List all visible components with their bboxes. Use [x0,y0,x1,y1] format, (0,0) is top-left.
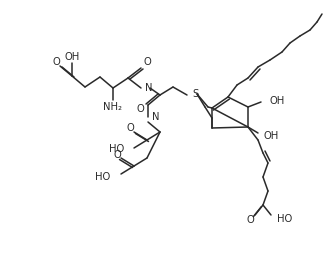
Text: O: O [52,57,60,67]
Text: O: O [126,123,134,133]
Text: N: N [145,83,152,93]
Text: HO: HO [109,144,124,154]
Text: O: O [143,57,151,67]
Text: NH₂: NH₂ [104,102,123,112]
Text: OH: OH [270,96,285,106]
Text: O: O [136,104,144,114]
Text: HO: HO [95,172,110,182]
Text: N: N [152,112,159,122]
Text: O: O [113,150,121,160]
Text: OH: OH [64,52,80,62]
Text: S: S [192,89,198,99]
Text: OH: OH [264,131,279,141]
Text: HO: HO [277,214,292,224]
Text: O: O [246,215,254,225]
